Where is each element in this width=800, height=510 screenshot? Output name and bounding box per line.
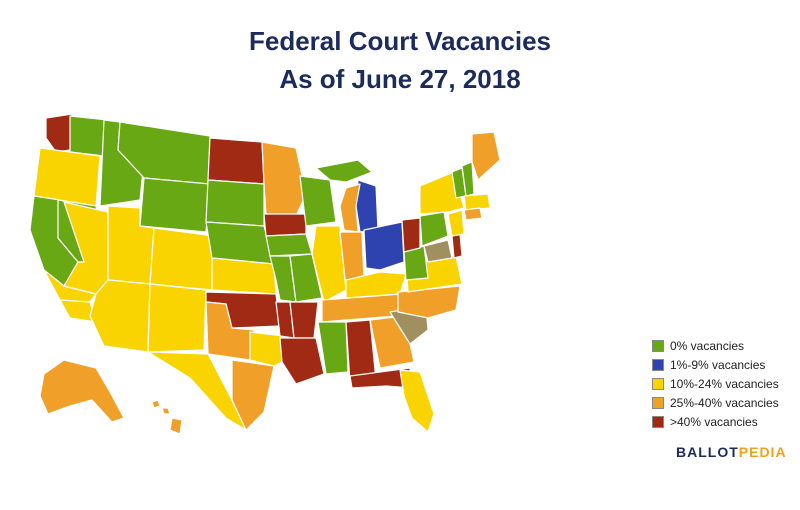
district-kansas: [211, 257, 277, 295]
district-minnesota: [261, 141, 307, 217]
map-subtitle: As of June 27, 2018: [279, 64, 521, 94]
legend-label: 10%-24% vacancies: [670, 376, 779, 391]
district-southern-iowa: [265, 233, 313, 257]
legend-swatch: [652, 415, 664, 428]
district-illinois: [311, 225, 347, 303]
legend-item: 25%-40% vacancies: [652, 393, 779, 412]
district-new-mexico: [147, 283, 207, 353]
legend-item: 10%-24% vacancies: [652, 374, 779, 393]
district-eastern-missouri: [289, 253, 323, 303]
district-south-dakota: [205, 179, 265, 227]
district-ohio: [363, 221, 405, 271]
district-maryland: [423, 239, 453, 263]
district-western-washington: [45, 113, 73, 153]
district-nebraska: [205, 221, 275, 265]
district-wisconsin: [299, 175, 337, 227]
district-louisiana: [279, 337, 325, 385]
legend-label: 0% vacancies: [670, 338, 745, 353]
district-north-dakota: [207, 137, 265, 185]
district-massachusetts: [463, 193, 491, 211]
district-maine: [471, 131, 501, 181]
district-mississippi: [317, 321, 349, 375]
district-hawaii-3: [169, 417, 183, 435]
legend-item: 1%-9% vacancies: [652, 355, 779, 374]
legend-label: 25%-40% vacancies: [670, 395, 779, 410]
district-delaware: [451, 233, 463, 259]
district-new-hampshire: [461, 161, 475, 197]
district-new-york: [419, 171, 465, 215]
district-arizona: [89, 279, 151, 353]
district-western-texas: [147, 351, 247, 431]
legend-swatch: [652, 339, 664, 352]
district-alaska: [39, 359, 125, 423]
logo-part-ballot: BALLOT: [676, 444, 739, 460]
district-central-california: [43, 269, 97, 305]
legend-label: >40% vacancies: [670, 414, 758, 429]
legend-swatch: [652, 358, 664, 371]
district-kentucky: [345, 271, 407, 299]
legend-item: 0% vacancies: [652, 336, 779, 355]
district-northern-iowa: [263, 213, 307, 237]
district-florida-peninsula: [399, 369, 435, 433]
district-colorado: [149, 227, 215, 291]
legend-label: 1%-9% vacancies: [670, 357, 766, 372]
district-wyoming: [139, 177, 211, 233]
district-new-jersey: [447, 209, 465, 237]
district-eastern-arkansas: [289, 301, 319, 339]
district-north-carolina: [397, 285, 461, 319]
district-western-pennsylvania: [401, 217, 421, 253]
legend-swatch: [652, 396, 664, 409]
legend: 0% vacancies 1%-9% vacancies 10%-24% vacan…: [652, 336, 779, 431]
district-connecticut: [463, 207, 483, 221]
district-hawaii-1: [151, 399, 161, 409]
district-florida-panhandle: [349, 367, 413, 389]
map-title: Federal Court Vacancies: [248, 26, 552, 56]
district-michigan-upper: [315, 159, 373, 183]
logo-part-pedia: PEDIA: [738, 444, 787, 460]
legend-item: >40% vacancies: [652, 412, 779, 431]
district-hawaii-2: [161, 407, 171, 415]
legend-swatch: [652, 377, 664, 390]
district-southern-texas: [231, 359, 275, 431]
district-western-missouri: [269, 255, 297, 303]
ballotpedia-logo: BALLOTPEDIA: [676, 444, 787, 460]
district-eastern-texas: [249, 331, 285, 367]
